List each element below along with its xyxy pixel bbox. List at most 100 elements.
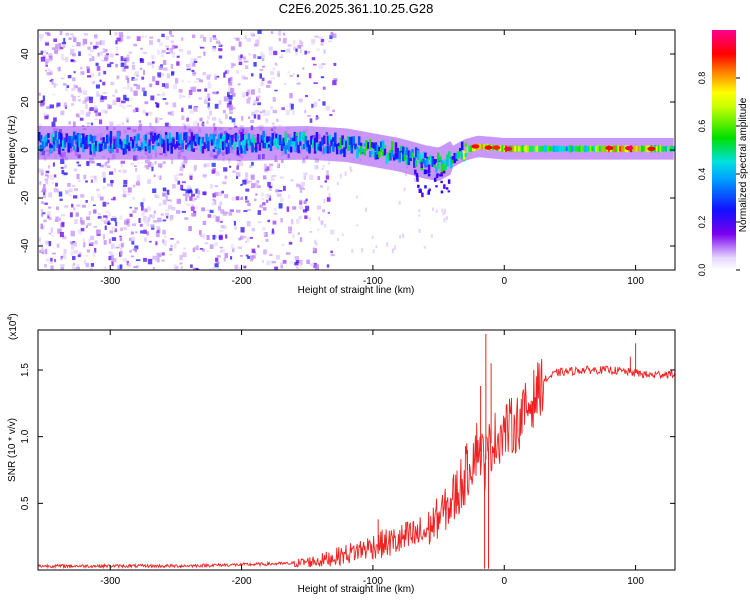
noise-speckle [75, 212, 79, 217]
ridge-cell [38, 146, 41, 150]
ridge-cell [300, 146, 304, 150]
noise-speckle [103, 215, 108, 218]
ridge-cell [442, 163, 446, 174]
noise-speckle [95, 229, 99, 235]
ridge-cell [82, 142, 85, 153]
noise-speckle [189, 175, 193, 180]
ridge-cell [361, 148, 365, 153]
noise-speckle [170, 63, 174, 69]
ridge-cell [403, 150, 407, 155]
noise-speckle [52, 93, 56, 96]
noise-speckle [273, 50, 278, 56]
noise-speckle [188, 190, 193, 194]
snr-series-line [38, 358, 675, 570]
noise-speckle [103, 92, 108, 94]
ridge-cell [161, 138, 164, 145]
ridge-cell [352, 136, 355, 144]
noise-speckle [228, 104, 234, 111]
noise-speckle [86, 216, 90, 221]
noise-speckle [110, 218, 115, 221]
noise-speckle [147, 179, 152, 185]
noise-speckle [60, 267, 64, 270]
noise-speckle [207, 214, 212, 218]
noise-speckle [298, 215, 302, 220]
ridge-cell [137, 133, 140, 141]
noise-speckle [246, 37, 252, 42]
noise-speckle [221, 190, 225, 194]
ridge-cell [407, 150, 411, 159]
ridge-cell [556, 145, 559, 152]
ridge-cell [205, 144, 208, 149]
ridge-cell [383, 144, 387, 149]
noise-speckle [65, 56, 69, 63]
noise-speckle [68, 37, 72, 40]
noise-speckle [60, 110, 65, 116]
noise-speckle [134, 245, 139, 250]
noise-speckle [107, 63, 112, 68]
noise-speckle [85, 112, 91, 117]
noise-speckle [140, 67, 143, 70]
noise-speckle [127, 54, 130, 57]
noise-speckle [109, 230, 114, 234]
noise-speckle [84, 254, 89, 257]
ridge-cell [468, 146, 471, 152]
noise-speckle [134, 247, 137, 253]
noise-speckle [263, 232, 268, 237]
ridge-cell [113, 138, 116, 149]
noise-speckle [119, 215, 123, 220]
noise-speckle [282, 32, 286, 36]
noise-speckle [74, 267, 78, 270]
noise-speckle [212, 196, 216, 200]
noise-speckle [177, 180, 181, 185]
noise-speckle [67, 182, 71, 187]
noise-speckle [102, 96, 107, 100]
ridge-cell [580, 145, 583, 153]
noise-speckle [296, 183, 301, 188]
noise-speckle [75, 113, 80, 118]
noise-speckle [287, 70, 290, 74]
ridge-cell [428, 188, 431, 192]
noise-speckle [146, 231, 149, 236]
ridge-cell [118, 139, 122, 145]
noise-speckle [166, 47, 169, 51]
ridge-cell [122, 140, 126, 149]
noise-speckle [87, 46, 91, 50]
noise-speckle [71, 264, 76, 270]
noise-speckle [132, 64, 136, 70]
noise-speckle [181, 107, 184, 113]
noise-speckle [285, 110, 290, 116]
noise-speckle [123, 179, 128, 185]
ridge-cell [545, 145, 548, 152]
noise-speckle [244, 35, 247, 40]
noise-speckle [206, 234, 210, 241]
noise-speckle [242, 92, 245, 98]
noise-speckle [77, 95, 80, 98]
ridge-cell [427, 169, 431, 173]
noise-speckle [62, 235, 67, 240]
noise-speckle [305, 198, 308, 202]
noise-speckle [63, 38, 66, 43]
ridge-cell [499, 145, 502, 152]
noise-speckle [255, 180, 259, 186]
noise-speckle [161, 33, 165, 38]
ridge-cell [297, 137, 300, 142]
noise-speckle [105, 202, 110, 205]
ridge-cell [229, 136, 232, 148]
noise-speckle [93, 204, 96, 207]
ridge-peak [605, 145, 614, 151]
noise-speckle [313, 63, 317, 66]
noise-speckle [253, 61, 257, 67]
noise-speckle [314, 239, 317, 244]
ridge-cell [133, 136, 137, 141]
noise-speckle [105, 217, 108, 221]
noise-speckle [247, 256, 251, 259]
noise-speckle [314, 165, 319, 170]
noise-speckle [349, 166, 352, 171]
ridge-cell [308, 144, 311, 154]
noise-speckle [126, 221, 130, 226]
noise-speckle [391, 249, 394, 254]
noise-speckle [162, 92, 165, 97]
noise-speckle [193, 80, 199, 83]
snr-y-multiplier-base: (x10 [8, 320, 19, 340]
ridge-cell [207, 140, 210, 152]
